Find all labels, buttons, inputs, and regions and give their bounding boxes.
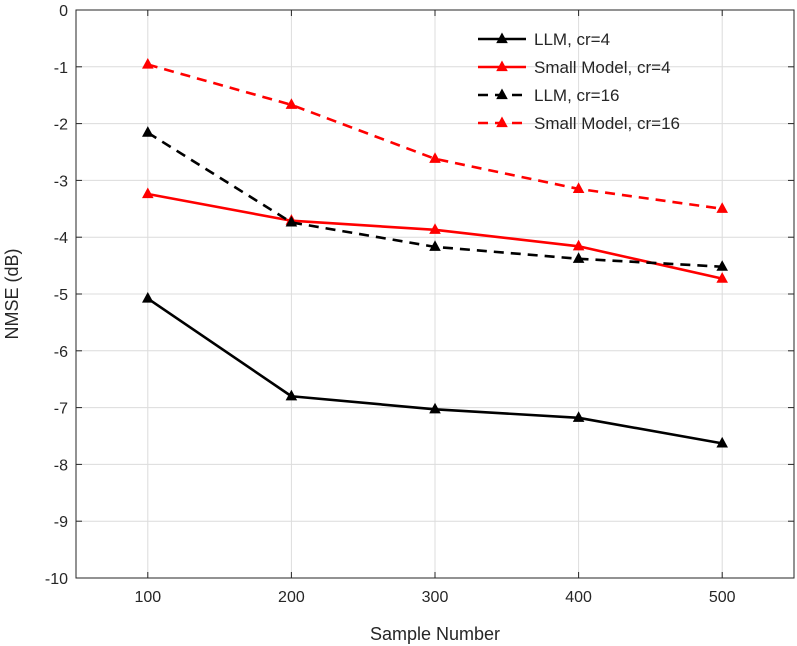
series-point-llm-cr-4-500 [716, 436, 728, 448]
y-axis-label: NMSE (dB) [2, 248, 22, 339]
series-point-llm-cr-4-200 [285, 389, 298, 401]
series-point-llm-cr-4-400 [572, 411, 585, 422]
series-line-small-model-cr-16 [147, 63, 723, 211]
x-tick-label-200: 200 [278, 589, 305, 606]
series-point-llm-cr-16-100 [142, 126, 154, 137]
axes [75, 9, 795, 579]
y-tick-label--3: -3 [54, 173, 68, 190]
y-tick-label--6: -6 [54, 344, 68, 361]
legend-label-small-model-cr-16: Small Model, cr=16 [534, 114, 680, 133]
legend-marker-llm-cr-4 [496, 32, 508, 44]
legend-marker-small-model-cr-4 [496, 60, 508, 72]
grid [76, 9, 794, 579]
y-tick-label-0: 0 [59, 3, 68, 20]
y-tick-label--10: -10 [45, 571, 68, 588]
series-group [142, 57, 728, 448]
series-point-small-model-cr-16-300 [429, 152, 441, 163]
y-tick-label--1: -1 [54, 60, 68, 77]
series-point-small-model-cr-4-100 [142, 187, 154, 199]
y-tick-label--2: -2 [54, 117, 68, 134]
x-tick-label-400: 400 [565, 589, 592, 606]
legend-label-llm-cr-16: LLM, cr=16 [534, 86, 620, 105]
series-point-llm-cr-16-300 [429, 240, 441, 251]
series-point-small-model-cr-4-500 [716, 272, 728, 283]
x-tick-label-300: 300 [422, 589, 449, 606]
y-tick-label--7: -7 [54, 401, 68, 418]
series-point-small-model-cr-16-400 [572, 182, 585, 193]
series-point-small-model-cr-16-100 [142, 57, 154, 69]
y-tick-label--8: -8 [54, 457, 68, 474]
series-point-small-model-cr-4-300 [429, 223, 441, 234]
x-tick-label-500: 500 [709, 589, 736, 606]
series-point-llm-cr-16-500 [716, 260, 728, 271]
legend-label-llm-cr-4: LLM, cr=4 [534, 30, 610, 49]
legend: LLM, cr=4 Small Model, cr=4 LLM, cr=16 Smal… [478, 30, 680, 133]
series-point-llm-cr-16-400 [572, 252, 585, 263]
x-axis-label: Sample Number [370, 624, 500, 644]
y-tick-label--5: -5 [54, 287, 68, 304]
legend-marker-llm-cr-16 [496, 88, 508, 100]
plot-frame [75, 9, 795, 579]
legend-label-small-model-cr-4: Small Model, cr=4 [534, 58, 671, 77]
y-tick-label--4: -4 [54, 230, 68, 247]
series-point-small-model-cr-16-200 [285, 98, 298, 109]
series-point-llm-cr-16-200 [285, 215, 298, 227]
legend-marker-small-model-cr-16 [496, 116, 508, 128]
y-tick-label--9: -9 [54, 514, 68, 531]
series-point-llm-cr-4-300 [429, 402, 441, 414]
series-point-small-model-cr-16-500 [716, 202, 728, 213]
series-point-small-model-cr-4-400 [572, 239, 585, 251]
tick-labels: 100 200 300 400 500 0 -1 -2 -3 -4 -5 -6 -7 -8 -9 -10 [45, 3, 736, 606]
x-tick-label-100: 100 [134, 589, 161, 606]
series-point-llm-cr-4-100 [142, 291, 154, 303]
